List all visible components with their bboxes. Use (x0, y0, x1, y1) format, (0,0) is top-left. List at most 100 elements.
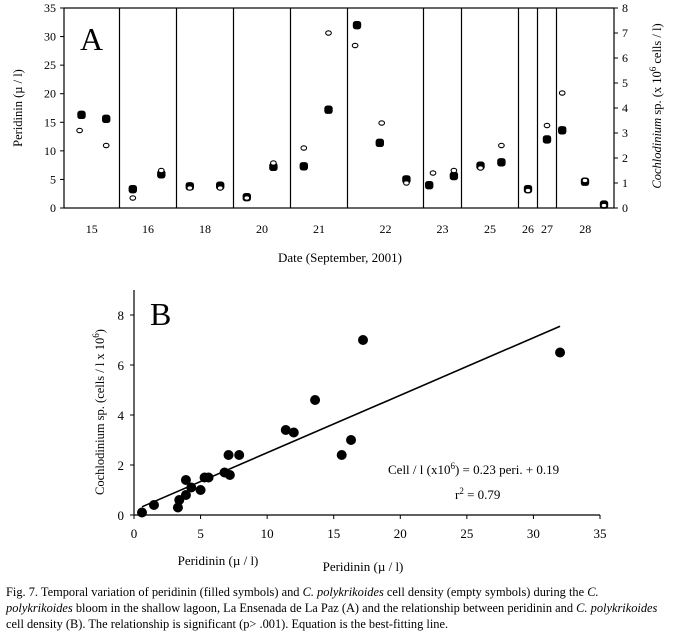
right-axis-tick-label: 4 (622, 101, 628, 115)
day-label: 22 (380, 222, 392, 236)
right-axis-genus: Cochlodinium (650, 118, 664, 189)
panel-a-day-labels: 15 16 18 20 21 22 23 25 26 27 28 (86, 222, 592, 236)
panel-a-cochlodinium-series (76, 30, 608, 209)
panel-b-label: B (150, 296, 171, 332)
right-axis-tick-label: 8 (622, 1, 628, 15)
cochlodinium-point (429, 170, 437, 176)
peridinin-point (425, 180, 434, 190)
cochlodinium-point (157, 167, 165, 174)
equation-prefix: Cell / l (x10 (388, 462, 450, 477)
cochlodinium-point (477, 165, 484, 171)
x-axis-tick-label: 0 (131, 526, 138, 541)
r2-exponent: 2 (459, 486, 464, 496)
day-label: 25 (484, 222, 496, 236)
scatter-point (180, 490, 191, 500)
y-title-end: ) (93, 329, 107, 333)
panel-b-scatter-points (136, 335, 566, 518)
peridinin-point (352, 20, 362, 30)
figure-caption: Fig. 7. Temporal variation of peridinin … (6, 584, 668, 632)
right-axis-unit-end: cells / l) (650, 23, 664, 66)
y-axis-tick-label: 6 (118, 358, 125, 373)
panel-a-peridinin-series (77, 20, 609, 209)
r2-value: = 0.79 (464, 487, 501, 502)
cochlodinium-point (102, 142, 110, 149)
right-axis-tick-label: 6 (622, 51, 628, 65)
panel-a-label: A (80, 21, 103, 57)
right-axis-tick-label: 2 (622, 151, 628, 165)
panel-a-right-axis-ticks: 0 1 2 3 4 5 6 7 8 (614, 1, 628, 215)
y-title-exponent: 6 (91, 333, 101, 338)
day-label: 28 (579, 222, 591, 236)
panel-a-right-y-axis-title: Cochlodinium sp. (x 106 cells / l) (648, 23, 664, 188)
y-axis-tick-label: 4 (118, 408, 125, 423)
scatter-point (346, 435, 357, 445)
peridinin-point (558, 126, 567, 135)
panel-b-r-squared: r2 = 0.79 (455, 486, 500, 502)
caption-text-4: cell density (B). The relationship is si… (6, 617, 449, 631)
cochlodinium-point (270, 160, 277, 166)
cochlodinium-point (498, 142, 505, 149)
cochlodinium-point (76, 127, 83, 134)
scatter-point (336, 450, 347, 460)
panel-a-x-axis-title: Date (September, 2001) (278, 250, 402, 265)
peridinin-point (299, 162, 308, 171)
r2-base: r (455, 487, 460, 502)
panel-a-left-axis-ticks: 0 5 10 15 20 25 30 35 (44, 1, 64, 215)
x-axis-tick-label: 25 (460, 526, 473, 541)
panel-b-x-axis-ticks: 0 5 10 15 20 25 30 35 (131, 515, 607, 541)
scatter-point (555, 347, 566, 358)
cochlodinium-point (524, 187, 532, 194)
scatter-point (310, 395, 321, 405)
cochlodinium-point (186, 185, 194, 191)
panel-a-left-y-axis-title: Peridinin (µ / l) (11, 69, 25, 147)
caption-species-1: C. polykrikoides (302, 585, 384, 599)
scatter-point (180, 475, 191, 485)
cochlodinium-point (300, 145, 308, 151)
left-axis-tick-label: 5 (50, 172, 56, 186)
equation-exponent: 6 (450, 461, 455, 471)
cochlodinium-point (325, 30, 332, 36)
equation-suffix: ) = 0.23 peri. + 0.19 (455, 462, 559, 477)
cochlodinium-point (243, 195, 251, 201)
left-axis-tick-label: 15 (44, 115, 56, 129)
scatter-point (148, 500, 159, 510)
peridinin-point (102, 114, 111, 124)
right-axis-tick-label: 7 (622, 26, 628, 40)
panel-a-day-separators (118, 8, 558, 208)
cochlodinium-point (403, 180, 410, 186)
cochlodinium-point (600, 202, 608, 209)
day-label: 21 (313, 222, 325, 236)
x-axis-tick-label: 10 (261, 526, 274, 541)
peridinin-point (375, 138, 384, 148)
panel-b-y-axis-title: Cochlodinium sp. (cells / l x 106) (91, 329, 107, 495)
day-label: 26 (522, 222, 534, 236)
left-axis-tick-label: 35 (44, 1, 56, 15)
day-label: 23 (437, 222, 449, 236)
scatter-point (199, 472, 210, 483)
peridinin-point (77, 110, 86, 120)
scatter-point (224, 470, 235, 480)
right-axis-tick-label: 0 (622, 201, 628, 215)
peridinin-point (324, 105, 333, 114)
scatter-point (280, 425, 291, 435)
scatter-point (172, 502, 183, 513)
scatter-point (288, 427, 299, 438)
cochlodinium-point (543, 122, 551, 129)
y-axis-tick-label: 8 (118, 308, 125, 323)
right-axis-tick-label: 1 (622, 176, 628, 190)
cochlodinium-point (129, 195, 137, 201)
x-axis-tick-label: 20 (394, 526, 407, 541)
day-label: 16 (142, 222, 154, 236)
panel-b-equation: Cell / l (x106) = 0.23 peri. + 0.19 (388, 461, 559, 477)
scatter-point (358, 335, 369, 345)
caption-text-3: bloom in the shallow lagoon, La Ensenada… (72, 601, 577, 615)
day-label: 27 (541, 222, 553, 236)
day-label: 18 (199, 222, 211, 236)
cochlodinium-point (450, 167, 458, 174)
x-axis-tick-label: 15 (327, 526, 340, 541)
left-axis-tick-label: 30 (44, 30, 56, 44)
scatter-point (234, 450, 245, 460)
